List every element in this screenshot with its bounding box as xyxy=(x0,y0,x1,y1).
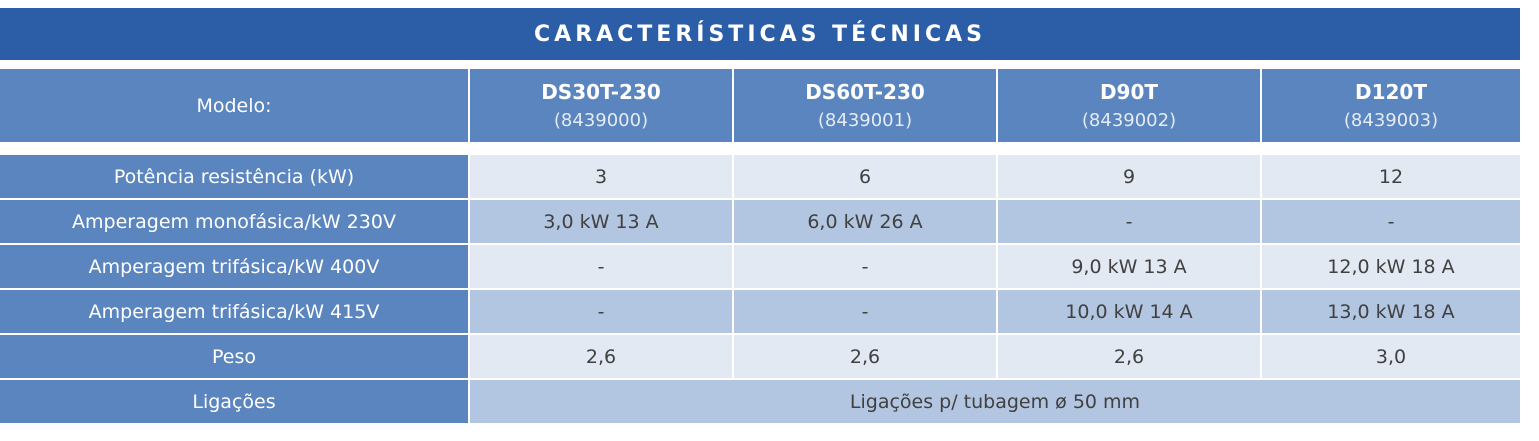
model-name: D90T xyxy=(1099,80,1159,104)
data-cell: 13,0 kW 18 A xyxy=(1262,290,1520,333)
data-cell: 3,0 xyxy=(1262,335,1520,378)
model-name: DS30T-230 xyxy=(541,80,661,104)
row-label: Potência resistência (kW) xyxy=(0,155,468,198)
data-cell: - xyxy=(470,290,732,333)
model-code: (8439000) xyxy=(553,110,649,131)
model-header: DS60T-230 (8439001) xyxy=(734,69,996,142)
model-name: DS60T-230 xyxy=(805,80,925,104)
data-cell: 2,6 xyxy=(734,335,996,378)
model-code: (8439003) xyxy=(1343,110,1439,131)
data-cell: 10,0 kW 14 A xyxy=(998,290,1260,333)
data-cell: 6,0 kW 26 A xyxy=(734,200,996,243)
model-code: (8439002) xyxy=(1081,110,1177,131)
model-header: D90T (8439002) xyxy=(998,69,1260,142)
data-cell: 12 xyxy=(1262,155,1520,198)
data-cell: 3 xyxy=(470,155,732,198)
row-label: Ligações xyxy=(0,380,468,423)
spanned-cell: Ligações p/ tubagem ø 50 mm xyxy=(470,380,1520,423)
model-code: (8439001) xyxy=(817,110,913,131)
header-label: Modelo: xyxy=(0,69,468,142)
row-label: Amperagem trifásica/kW 415V xyxy=(0,290,468,333)
data-cell: - xyxy=(470,245,732,288)
row-label: Peso xyxy=(0,335,468,378)
data-cell: 2,6 xyxy=(470,335,732,378)
data-cell: 9,0 kW 13 A xyxy=(998,245,1260,288)
data-cell: 9 xyxy=(998,155,1260,198)
data-cell: - xyxy=(734,290,996,333)
model-header: DS30T-230 (8439000) xyxy=(470,69,732,142)
data-cell: - xyxy=(734,245,996,288)
data-cell: 3,0 kW 13 A xyxy=(470,200,732,243)
data-cell: - xyxy=(998,200,1260,243)
model-name: D120T xyxy=(1355,80,1427,104)
data-cell: - xyxy=(1262,200,1520,243)
data-cell: 6 xyxy=(734,155,996,198)
data-cell: 12,0 kW 18 A xyxy=(1262,245,1520,288)
table-title: CARACTERÍSTICAS TÉCNICAS xyxy=(0,8,1520,60)
row-label: Amperagem trifásica/kW 400V xyxy=(0,245,468,288)
data-cell: 2,6 xyxy=(998,335,1260,378)
row-label: Amperagem monofásica/kW 230V xyxy=(0,200,468,243)
model-header: D120T (8439003) xyxy=(1262,69,1520,142)
